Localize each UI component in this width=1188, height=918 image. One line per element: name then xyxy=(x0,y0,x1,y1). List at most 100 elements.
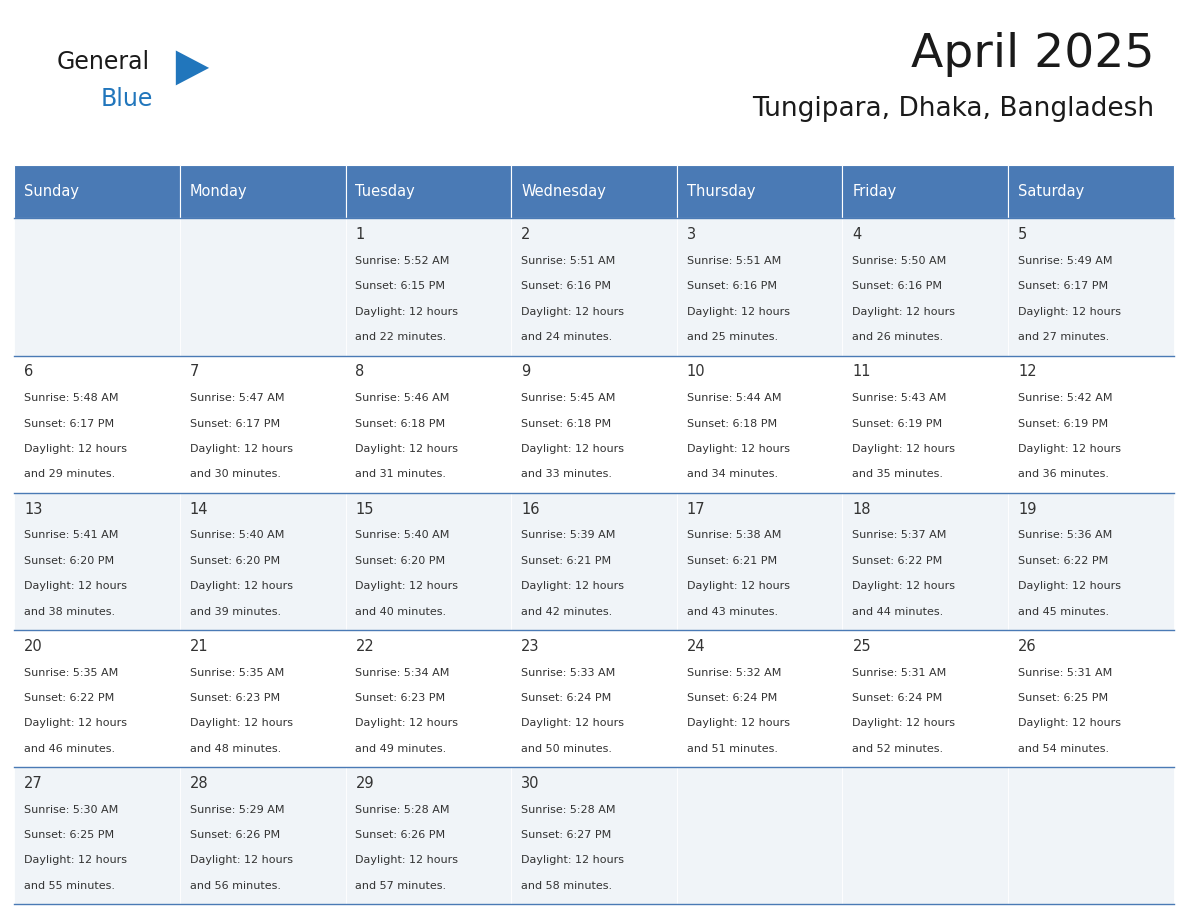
Text: Daylight: 12 hours: Daylight: 12 hours xyxy=(355,307,459,317)
Text: Sunrise: 5:28 AM: Sunrise: 5:28 AM xyxy=(355,805,450,815)
Text: Sunset: 6:20 PM: Sunset: 6:20 PM xyxy=(355,555,446,565)
Text: Sunset: 6:19 PM: Sunset: 6:19 PM xyxy=(853,419,942,429)
Text: Sunset: 6:25 PM: Sunset: 6:25 PM xyxy=(1018,693,1108,703)
Text: General: General xyxy=(57,50,150,74)
Text: Sunset: 6:26 PM: Sunset: 6:26 PM xyxy=(355,830,446,840)
Text: Sunrise: 5:31 AM: Sunrise: 5:31 AM xyxy=(853,667,947,677)
Bar xyxy=(14,767,179,904)
Text: Daylight: 12 hours: Daylight: 12 hours xyxy=(687,444,790,454)
Text: and 57 minutes.: and 57 minutes. xyxy=(355,881,447,890)
Text: Sunrise: 5:51 AM: Sunrise: 5:51 AM xyxy=(522,256,615,266)
Text: Daylight: 12 hours: Daylight: 12 hours xyxy=(1018,581,1121,591)
Text: Daylight: 12 hours: Daylight: 12 hours xyxy=(24,719,127,728)
Text: and 24 minutes.: and 24 minutes. xyxy=(522,332,612,342)
Polygon shape xyxy=(176,50,209,85)
Bar xyxy=(842,165,1009,218)
Text: 18: 18 xyxy=(853,501,871,517)
Text: and 48 minutes.: and 48 minutes. xyxy=(190,744,282,754)
Text: Sunset: 6:16 PM: Sunset: 6:16 PM xyxy=(522,282,611,292)
Text: and 50 minutes.: and 50 minutes. xyxy=(522,744,612,754)
Bar xyxy=(511,767,677,904)
Text: Sunset: 6:15 PM: Sunset: 6:15 PM xyxy=(355,282,446,292)
Text: 25: 25 xyxy=(853,639,871,654)
Bar xyxy=(179,630,346,767)
Text: Sunday: Sunday xyxy=(24,185,80,199)
Bar xyxy=(677,630,842,767)
Bar xyxy=(1009,218,1174,355)
Text: and 54 minutes.: and 54 minutes. xyxy=(1018,744,1110,754)
Text: and 46 minutes.: and 46 minutes. xyxy=(24,744,115,754)
Text: Sunrise: 5:45 AM: Sunrise: 5:45 AM xyxy=(522,393,615,403)
Text: 15: 15 xyxy=(355,501,374,517)
Text: and 36 minutes.: and 36 minutes. xyxy=(1018,469,1110,479)
Text: 6: 6 xyxy=(24,364,33,379)
Text: and 58 minutes.: and 58 minutes. xyxy=(522,881,612,890)
Text: and 49 minutes.: and 49 minutes. xyxy=(355,744,447,754)
Text: Blue: Blue xyxy=(101,87,153,111)
Text: Daylight: 12 hours: Daylight: 12 hours xyxy=(522,719,624,728)
Text: Daylight: 12 hours: Daylight: 12 hours xyxy=(190,856,292,866)
Text: Sunset: 6:24 PM: Sunset: 6:24 PM xyxy=(687,693,777,703)
Text: Sunrise: 5:35 AM: Sunrise: 5:35 AM xyxy=(24,667,119,677)
Bar xyxy=(677,165,842,218)
Bar xyxy=(179,165,346,218)
Text: 20: 20 xyxy=(24,639,43,654)
Text: Daylight: 12 hours: Daylight: 12 hours xyxy=(355,719,459,728)
Text: Sunrise: 5:32 AM: Sunrise: 5:32 AM xyxy=(687,667,782,677)
Text: Daylight: 12 hours: Daylight: 12 hours xyxy=(687,307,790,317)
Text: Tungipara, Dhaka, Bangladesh: Tungipara, Dhaka, Bangladesh xyxy=(753,96,1155,122)
Text: and 56 minutes.: and 56 minutes. xyxy=(190,881,280,890)
Text: 26: 26 xyxy=(1018,639,1037,654)
Bar xyxy=(511,355,677,493)
Text: Sunrise: 5:35 AM: Sunrise: 5:35 AM xyxy=(190,667,284,677)
Text: 1: 1 xyxy=(355,228,365,242)
Text: Sunrise: 5:49 AM: Sunrise: 5:49 AM xyxy=(1018,256,1112,266)
Text: and 45 minutes.: and 45 minutes. xyxy=(1018,607,1110,617)
Text: Sunrise: 5:48 AM: Sunrise: 5:48 AM xyxy=(24,393,119,403)
Text: and 26 minutes.: and 26 minutes. xyxy=(853,332,943,342)
Bar xyxy=(1009,165,1174,218)
Text: and 30 minutes.: and 30 minutes. xyxy=(190,469,280,479)
Text: 19: 19 xyxy=(1018,501,1037,517)
Text: and 38 minutes.: and 38 minutes. xyxy=(24,607,115,617)
Text: Saturday: Saturday xyxy=(1018,185,1085,199)
Text: Tuesday: Tuesday xyxy=(355,185,416,199)
Text: 7: 7 xyxy=(190,364,200,379)
Bar xyxy=(842,767,1009,904)
Bar xyxy=(1009,767,1174,904)
Text: and 39 minutes.: and 39 minutes. xyxy=(190,607,280,617)
Text: Sunrise: 5:33 AM: Sunrise: 5:33 AM xyxy=(522,667,615,677)
Text: 2: 2 xyxy=(522,228,531,242)
Text: Daylight: 12 hours: Daylight: 12 hours xyxy=(853,719,955,728)
Text: Sunset: 6:17 PM: Sunset: 6:17 PM xyxy=(24,419,114,429)
Text: Sunrise: 5:34 AM: Sunrise: 5:34 AM xyxy=(355,667,450,677)
Bar xyxy=(1009,493,1174,630)
Text: and 44 minutes.: and 44 minutes. xyxy=(853,607,943,617)
Text: Sunrise: 5:29 AM: Sunrise: 5:29 AM xyxy=(190,805,284,815)
Text: Daylight: 12 hours: Daylight: 12 hours xyxy=(355,581,459,591)
Text: Sunrise: 5:40 AM: Sunrise: 5:40 AM xyxy=(355,531,450,541)
Text: Sunrise: 5:28 AM: Sunrise: 5:28 AM xyxy=(522,805,615,815)
Bar xyxy=(179,767,346,904)
Text: and 33 minutes.: and 33 minutes. xyxy=(522,469,612,479)
Text: Sunrise: 5:46 AM: Sunrise: 5:46 AM xyxy=(355,393,450,403)
Text: 21: 21 xyxy=(190,639,208,654)
Text: 4: 4 xyxy=(853,228,861,242)
Text: Sunrise: 5:52 AM: Sunrise: 5:52 AM xyxy=(355,256,450,266)
Bar xyxy=(346,630,511,767)
Text: Daylight: 12 hours: Daylight: 12 hours xyxy=(1018,719,1121,728)
Text: Daylight: 12 hours: Daylight: 12 hours xyxy=(522,581,624,591)
Text: 3: 3 xyxy=(687,228,696,242)
Text: Sunset: 6:25 PM: Sunset: 6:25 PM xyxy=(24,830,114,840)
Text: Sunrise: 5:43 AM: Sunrise: 5:43 AM xyxy=(853,393,947,403)
Text: Sunset: 6:23 PM: Sunset: 6:23 PM xyxy=(355,693,446,703)
Bar xyxy=(511,218,677,355)
Text: Sunrise: 5:42 AM: Sunrise: 5:42 AM xyxy=(1018,393,1112,403)
Text: Daylight: 12 hours: Daylight: 12 hours xyxy=(522,307,624,317)
Text: Daylight: 12 hours: Daylight: 12 hours xyxy=(687,581,790,591)
Text: and 29 minutes.: and 29 minutes. xyxy=(24,469,115,479)
Text: Sunset: 6:22 PM: Sunset: 6:22 PM xyxy=(24,693,114,703)
Bar xyxy=(511,493,677,630)
Text: Thursday: Thursday xyxy=(687,185,756,199)
Bar xyxy=(346,493,511,630)
